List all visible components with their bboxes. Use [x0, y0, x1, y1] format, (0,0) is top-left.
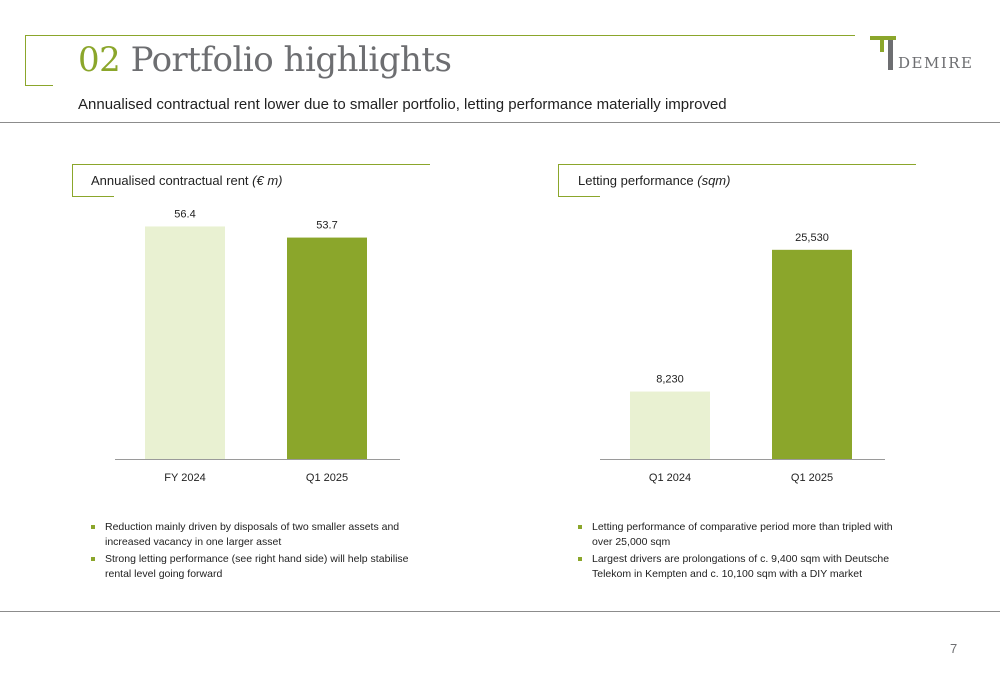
left-section-line	[72, 164, 430, 165]
right-bullet-list: Letting performance of comparative perio…	[578, 520, 913, 584]
chart0-category-label-0: FY 2024	[164, 472, 205, 484]
list-item: Reduction mainly driven by disposals of …	[91, 520, 421, 550]
page-number: 7	[950, 641, 958, 656]
page-title-text: Portfolio highlights	[130, 40, 452, 80]
header-frame-left	[25, 35, 26, 85]
right-section-unit: (sqm)	[697, 173, 731, 188]
left-section-title: Annualised contractual rent (€ m)	[91, 173, 283, 188]
left-section-vertical	[72, 164, 73, 196]
right-section-title: Letting performance (sqm)	[578, 173, 730, 188]
page-title: 02 Portfolio highlights	[78, 40, 452, 80]
logo-text: DEMIRE	[898, 54, 974, 72]
logo-mark-stem-green	[880, 36, 884, 52]
page-subtitle: Annualised contractual rent lower due to…	[78, 96, 727, 113]
chart1-value-label-1: 25,530	[795, 232, 829, 244]
page-title-number: 02	[78, 40, 121, 80]
left-bullet-list: Reduction mainly driven by disposals of …	[91, 520, 421, 584]
chart1-category-label-0: Q1 2024	[649, 472, 691, 484]
left-section-unit: (€ m)	[252, 173, 283, 188]
right-section-label: Letting performance	[578, 173, 694, 188]
logo-mark-stem-grey	[888, 40, 893, 70]
letting-bar-chart: 8,230 Q1 2024 25,530 Q1 2025	[600, 232, 885, 484]
right-section-short-line	[558, 196, 600, 197]
rent-bar-chart: 56.4 FY 2024 53.7 Q1 2025	[115, 208, 400, 484]
list-item: Letting performance of comparative perio…	[578, 520, 913, 550]
chart0-bar-0	[145, 226, 225, 459]
chart0-value-label-0: 56.4	[174, 208, 195, 220]
header-separator	[0, 122, 1000, 123]
left-section-short-line	[72, 196, 114, 197]
right-section-line	[558, 164, 916, 165]
chart0-bar-1	[287, 237, 367, 459]
chart1-value-label-0: 8,230	[656, 374, 684, 386]
chart1-bar-0	[630, 391, 710, 459]
demire-logo	[870, 36, 896, 70]
chart0-value-label-1: 53.7	[316, 220, 337, 232]
chart1-bar-1	[772, 249, 852, 459]
footer-separator	[0, 611, 1000, 612]
right-section-vertical	[558, 164, 559, 196]
left-section-label: Annualised contractual rent	[91, 173, 249, 188]
list-item: Largest drivers are prolongations of c. …	[578, 552, 913, 582]
header-frame-bottom	[25, 85, 53, 86]
chart0-category-label-1: Q1 2025	[306, 472, 348, 484]
header-frame-top	[25, 35, 855, 36]
chart1-category-label-1: Q1 2025	[791, 472, 833, 484]
list-item: Strong letting performance (see right ha…	[91, 552, 421, 582]
